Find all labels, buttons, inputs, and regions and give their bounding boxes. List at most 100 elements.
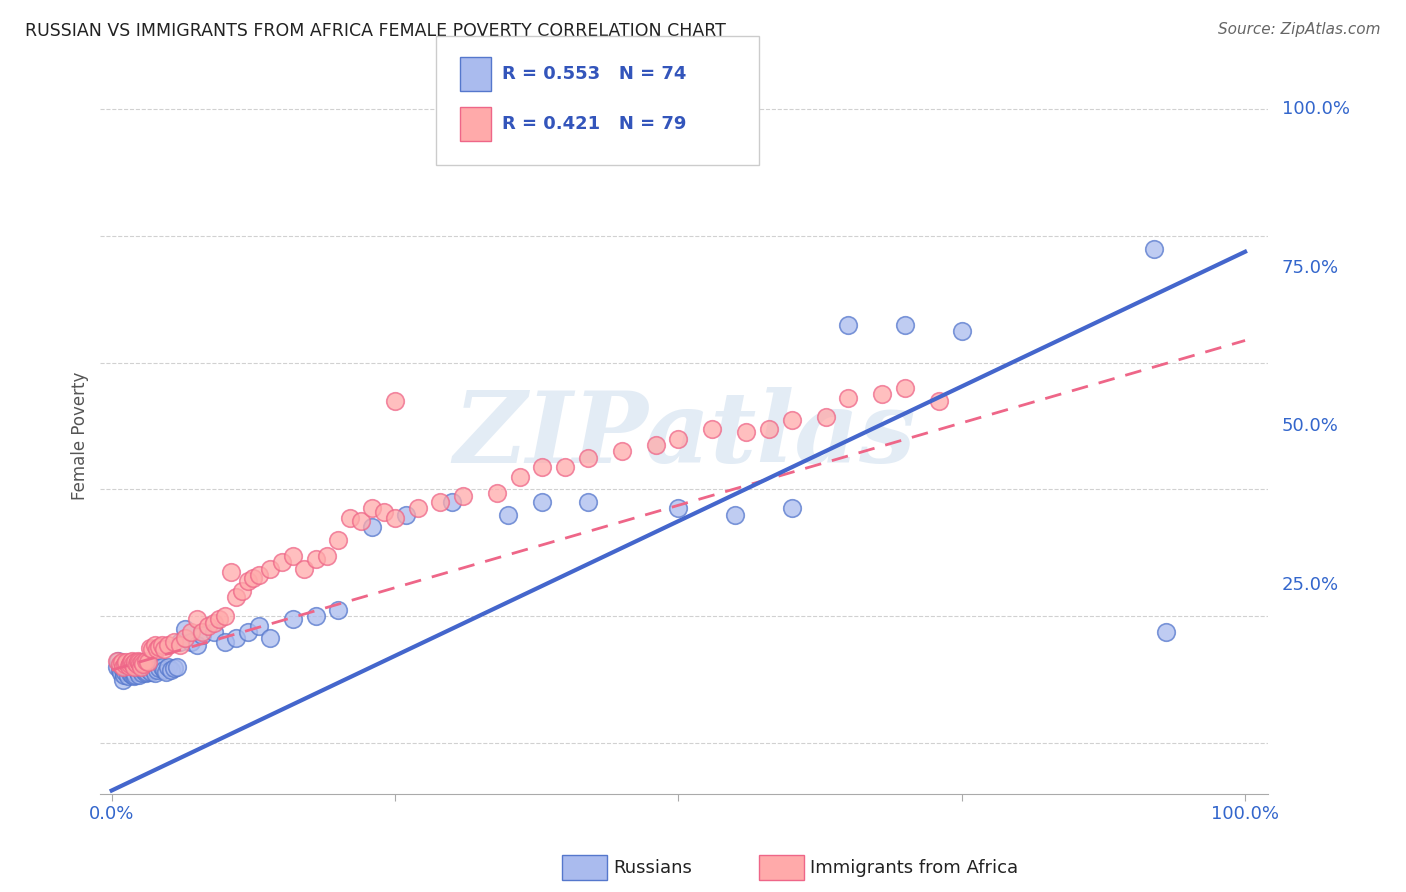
Point	[127, 665, 149, 679]
Point	[157, 660, 180, 674]
Point	[384, 393, 406, 408]
Point	[247, 618, 270, 632]
Point	[509, 469, 531, 483]
Point	[118, 666, 141, 681]
Point	[305, 552, 328, 566]
Point	[384, 511, 406, 525]
Point	[180, 625, 202, 640]
Point	[121, 654, 143, 668]
Point	[131, 666, 153, 681]
Point	[361, 520, 384, 534]
Point	[129, 660, 152, 674]
Point	[236, 625, 259, 640]
Point	[174, 622, 197, 636]
Point	[576, 450, 599, 465]
Point	[231, 583, 253, 598]
Point	[117, 669, 139, 683]
Text: RUSSIAN VS IMMIGRANTS FROM AFRICA FEMALE POVERTY CORRELATION CHART: RUSSIAN VS IMMIGRANTS FROM AFRICA FEMALE…	[25, 22, 725, 40]
Point	[350, 514, 373, 528]
Text: 75.0%: 75.0%	[1282, 259, 1339, 277]
Point	[328, 533, 350, 548]
Point	[129, 663, 152, 677]
Point	[110, 666, 132, 681]
Point	[498, 508, 520, 522]
Point	[141, 642, 163, 657]
Point	[122, 660, 145, 674]
Point	[702, 422, 724, 436]
Point	[361, 501, 384, 516]
Point	[112, 667, 135, 681]
Point	[148, 640, 170, 654]
Point	[120, 655, 142, 669]
Point	[225, 590, 247, 604]
Point	[163, 661, 186, 675]
Point	[225, 632, 247, 646]
Point	[143, 666, 166, 681]
Point	[124, 660, 146, 674]
Point	[208, 612, 231, 626]
Point	[150, 660, 173, 674]
Point	[666, 432, 689, 446]
Point	[125, 663, 148, 677]
Point	[339, 511, 361, 525]
Point	[118, 658, 141, 673]
Point	[486, 485, 509, 500]
Point	[950, 324, 973, 338]
Point	[281, 549, 304, 563]
Point	[139, 640, 162, 655]
Point	[780, 413, 803, 427]
Point	[197, 618, 219, 632]
Point	[554, 460, 576, 475]
Point	[191, 628, 214, 642]
Point	[814, 409, 837, 424]
Point	[328, 603, 350, 617]
Text: Immigrants from Africa: Immigrants from Africa	[810, 859, 1018, 877]
Point	[159, 663, 181, 677]
Point	[247, 568, 270, 582]
Point	[157, 638, 180, 652]
Point	[395, 508, 418, 522]
Point	[128, 667, 150, 681]
Point	[1154, 625, 1177, 640]
Point	[122, 657, 145, 671]
Point	[132, 657, 155, 671]
Point	[121, 667, 143, 681]
Point	[270, 555, 292, 569]
Point	[139, 661, 162, 675]
Point	[105, 654, 128, 668]
Point	[111, 663, 134, 677]
Point	[166, 660, 188, 674]
Point	[451, 489, 474, 503]
Point	[142, 663, 165, 677]
Point	[163, 634, 186, 648]
Point	[136, 660, 159, 674]
Point	[141, 665, 163, 679]
Point	[129, 660, 152, 674]
Point	[141, 660, 163, 674]
Point	[135, 654, 157, 668]
Point	[127, 654, 149, 668]
Point	[316, 549, 339, 563]
Point	[148, 661, 170, 675]
Point	[107, 654, 129, 668]
Point	[259, 632, 281, 646]
Point	[219, 565, 242, 579]
Point	[242, 571, 264, 585]
Point	[214, 634, 236, 648]
Point	[724, 508, 747, 522]
Point	[837, 318, 859, 332]
Point	[186, 612, 208, 626]
Point	[115, 661, 138, 675]
Point	[129, 657, 152, 671]
Point	[531, 460, 554, 475]
Point	[281, 612, 304, 626]
Point	[174, 632, 197, 646]
Point	[111, 657, 134, 671]
Point	[1143, 242, 1166, 256]
Point	[125, 657, 148, 671]
Point	[124, 655, 146, 669]
Text: R = 0.421   N = 79: R = 0.421 N = 79	[502, 115, 686, 133]
Point	[138, 663, 160, 677]
Point	[576, 495, 599, 509]
Point	[305, 609, 328, 624]
